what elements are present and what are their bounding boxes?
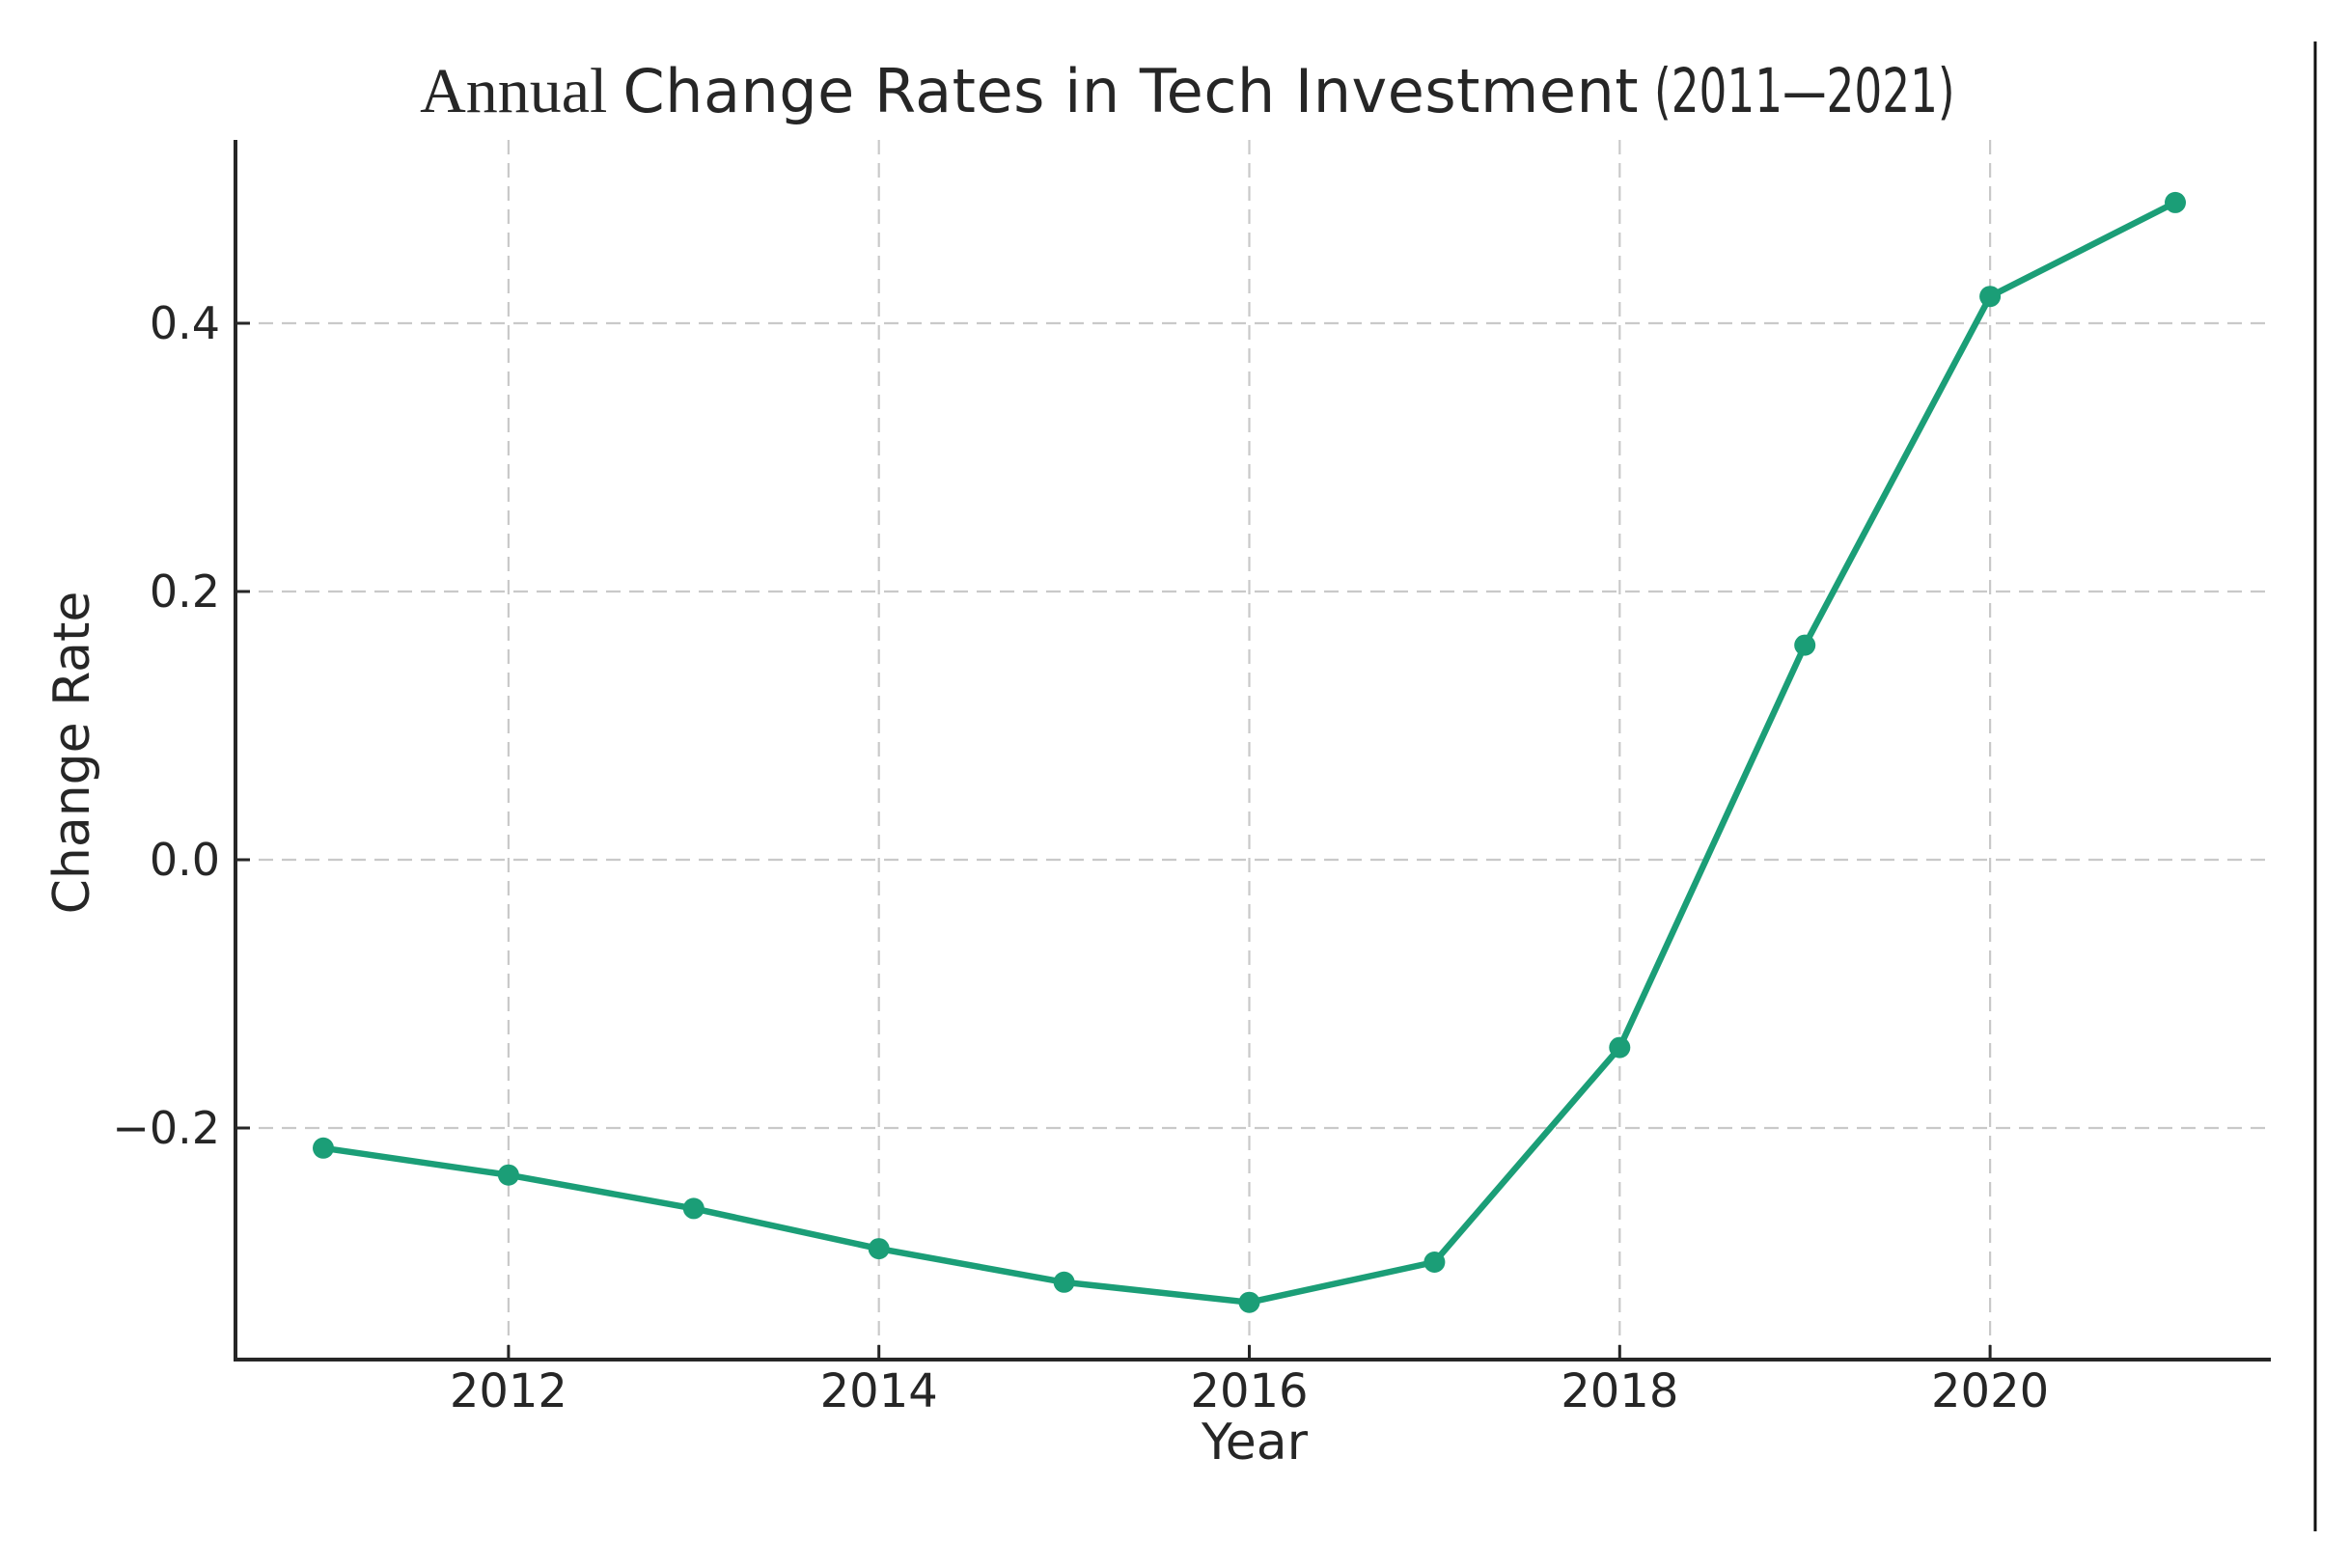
- data-point-2012: [497, 1164, 519, 1186]
- chart-title: Annual Change Rates in Tech Investment (…: [27, 60, 2349, 124]
- x-tick-label-2020: 2020: [1931, 1364, 2049, 1418]
- data-point-2018: [1609, 1036, 1631, 1059]
- x-tick-label-2016: 2016: [1190, 1364, 1308, 1418]
- title-word-serif: Annual: [420, 56, 608, 126]
- tick-labels: 2012 2014 2016 2018 2020 0.4 0.2 0.0 −0.2 Year Cha…: [43, 297, 2049, 1472]
- y-axis-label: Change Rate: [43, 591, 101, 915]
- data-series: [313, 191, 2186, 1313]
- data-point-2016: [1238, 1291, 1260, 1313]
- x-tick-label-2014: 2014: [820, 1364, 938, 1418]
- data-point-2014: [868, 1238, 890, 1260]
- data-point-2013: [682, 1197, 705, 1220]
- axes: [234, 140, 2271, 1362]
- data-point-2020: [1979, 286, 2002, 308]
- y-tick-label-−0.2: −0.2: [112, 1102, 220, 1154]
- title-year-range: (2011—2021): [1654, 56, 1955, 126]
- y-tick-label-0.4: 0.4: [150, 297, 220, 349]
- data-point-2019: [1794, 634, 1816, 656]
- data-point-2011: [313, 1137, 334, 1159]
- data-point-2021: [2165, 191, 2186, 213]
- data-point-2015: [1053, 1271, 1075, 1293]
- y-tick-label-0.0: 0.0: [150, 834, 220, 886]
- data-point-2017: [1423, 1252, 1446, 1273]
- x-tick-label-2012: 2012: [450, 1364, 567, 1418]
- gridlines: [235, 140, 2271, 1360]
- x-axis-label: Year: [1201, 1414, 1309, 1472]
- x-tick-label-2018: 2018: [1561, 1364, 1678, 1418]
- y-tick-label-0.2: 0.2: [150, 565, 220, 618]
- title-main-text: Change Rates in Tech Investment: [622, 56, 1640, 126]
